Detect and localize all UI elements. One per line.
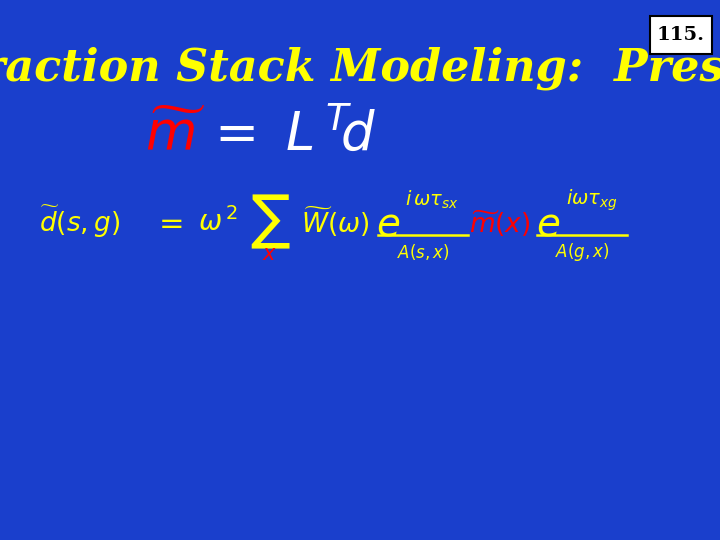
Text: $\widetilde{m}(x)$: $\widetilde{m}(x)$ bbox=[469, 209, 531, 239]
FancyBboxPatch shape bbox=[650, 16, 712, 54]
Text: $=\ L^{\,T}\!d$: $=\ L^{\,T}\!d$ bbox=[204, 109, 376, 161]
Text: $x$: $x$ bbox=[263, 244, 277, 264]
Text: $\widetilde{d}(s,g)$: $\widetilde{d}(s,g)$ bbox=[40, 204, 120, 240]
Text: $=$: $=$ bbox=[153, 206, 183, 238]
Text: $i\,\omega\tau_{sx}$: $i\,\omega\tau_{sx}$ bbox=[405, 189, 459, 211]
Text: $A(s,x)$: $A(s,x)$ bbox=[397, 242, 449, 262]
Text: $\widetilde{W}(\omega)$: $\widetilde{W}(\omega)$ bbox=[301, 205, 369, 239]
Text: $e$: $e$ bbox=[536, 205, 560, 243]
Text: $i\omega\tau_{xg}$: $i\omega\tau_{xg}$ bbox=[566, 187, 618, 213]
Text: $e$: $e$ bbox=[376, 205, 400, 243]
Text: 115.: 115. bbox=[657, 26, 705, 44]
Text: $\widetilde{m}$: $\widetilde{m}$ bbox=[145, 110, 205, 160]
Text: Diffraction Stack Modeling:  Prestack: Diffraction Stack Modeling: Prestack bbox=[0, 46, 720, 90]
Text: $A(g,x)$: $A(g,x)$ bbox=[554, 241, 609, 263]
Text: $\omega^{\,2}$: $\omega^{\,2}$ bbox=[198, 207, 238, 237]
Text: $\sum$: $\sum$ bbox=[250, 193, 290, 251]
